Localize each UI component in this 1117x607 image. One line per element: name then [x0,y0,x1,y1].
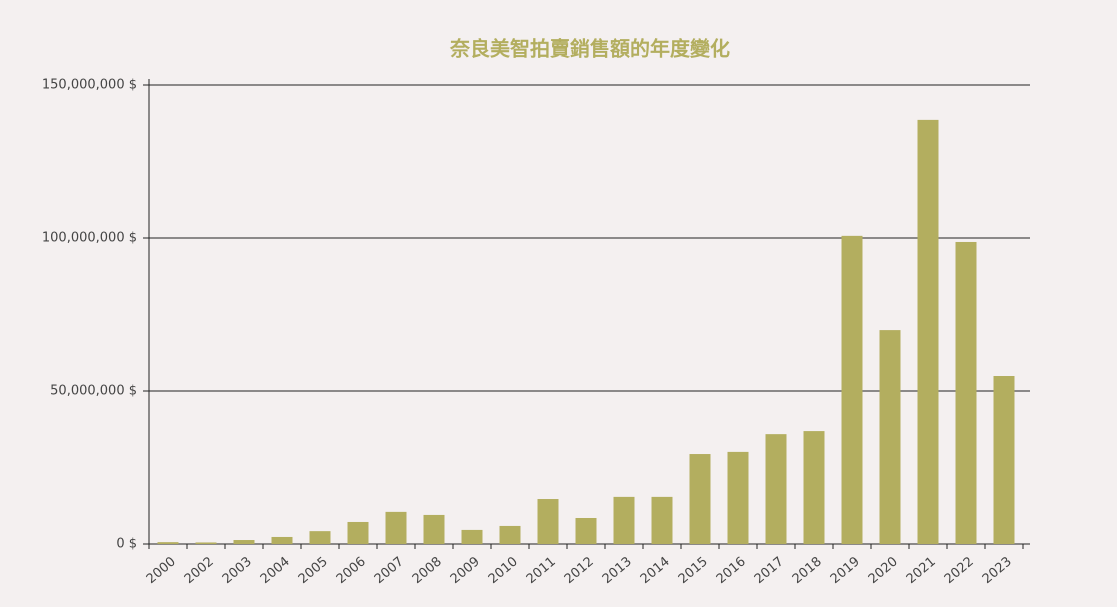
x-tick-label: 2012 [562,554,597,587]
bar [309,531,331,544]
bar [613,496,635,544]
y-tick-label: 150,000,000 $ [42,78,137,93]
y-tick-label: 50,000,000 $ [50,384,137,399]
bar [917,119,939,544]
x-tick-label: 2016 [714,554,749,587]
y-tick-label: 0 $ [116,537,137,552]
bar [765,434,787,544]
x-tick-label: 2002 [182,554,217,587]
x-tick-label: 2006 [334,554,369,587]
bar [993,376,1015,544]
x-tick-label: 2007 [372,554,407,587]
x-tick-label: 2011 [524,554,559,587]
x-tick-label: 2000 [144,554,179,587]
bar [461,529,483,544]
bar [841,235,863,544]
bar [385,511,407,544]
x-tick-label: 2017 [752,554,787,587]
bar [233,540,255,544]
x-tick-label: 2008 [410,554,445,587]
bar [689,454,711,544]
bar [271,536,293,544]
bar [575,517,597,544]
x-tick-label: 2023 [980,554,1015,587]
bar [803,431,825,544]
bar [423,514,445,544]
bar [347,521,369,544]
x-tick-label: 2022 [942,554,977,587]
bar [727,451,749,544]
y-tick-label: 100,000,000 $ [42,231,137,246]
bar [537,499,559,544]
x-tick-label: 2014 [638,554,673,587]
bar [879,330,901,544]
x-tick-label: 2005 [296,554,331,587]
x-tick-label: 2020 [866,554,901,587]
x-tick-label: 2004 [258,554,293,587]
bar [651,496,673,544]
x-tick-label: 2019 [828,554,863,587]
bar [195,542,217,544]
bar [499,525,521,544]
x-tick-label: 2010 [486,554,521,587]
x-tick-label: 2003 [220,554,255,587]
x-tick-label: 2021 [904,554,939,587]
x-tick-label: 2018 [790,554,825,587]
x-tick-label: 2015 [676,554,711,587]
x-tick-label: 2009 [448,554,483,587]
chart-title: 奈良美智拍賣銷售額的年度變化 [449,37,730,61]
bar [157,542,179,544]
x-tick-label: 2013 [600,554,635,587]
bar [955,241,977,544]
